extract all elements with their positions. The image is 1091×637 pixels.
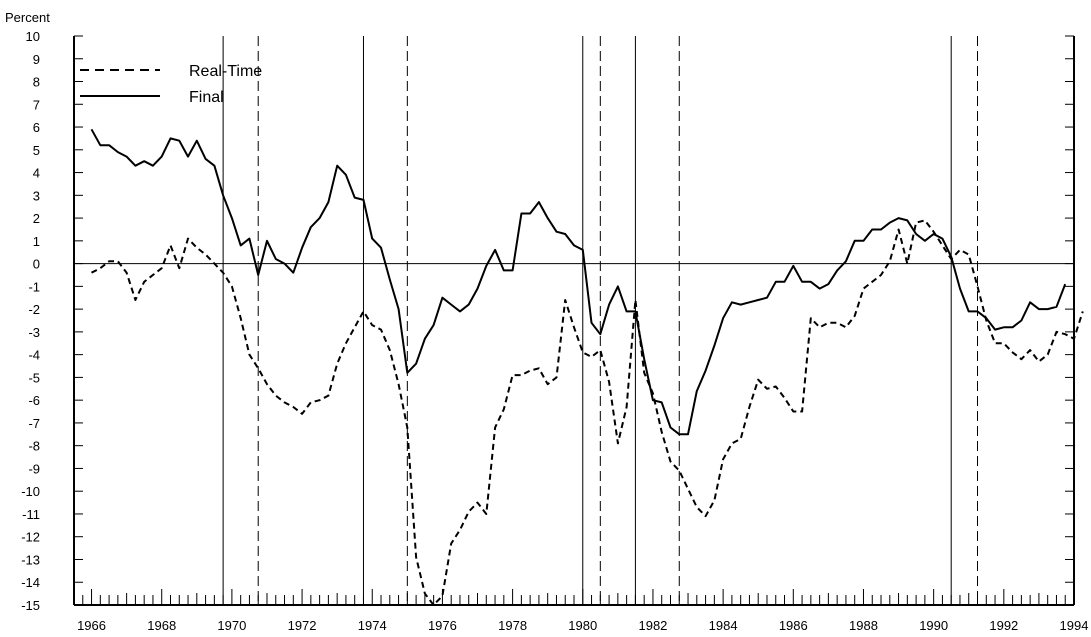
y-tick-label: -2: [28, 302, 40, 317]
x-tick-label: 1976: [428, 618, 457, 633]
x-tick-label: 1966: [77, 618, 106, 633]
x-tick-label: 1972: [288, 618, 317, 633]
x-tick-label: 1978: [498, 618, 527, 633]
y-tick-label: 6: [33, 120, 40, 135]
y-tick-label: 0: [33, 257, 40, 272]
y-tick-label: 2: [33, 211, 40, 226]
x-tick-label: 1982: [638, 618, 667, 633]
y-tick-label: -10: [21, 484, 40, 499]
y-tick-label: 9: [33, 52, 40, 67]
y-tick-label: 3: [33, 188, 40, 203]
y-tick-label: -15: [21, 598, 40, 613]
y-tick-label: 8: [33, 75, 40, 90]
series-line-real-time: [91, 219, 1084, 606]
y-axis-label: Percent: [5, 10, 50, 25]
y-tick-label: -8: [28, 439, 40, 454]
x-tick-label: 1970: [217, 618, 246, 633]
y-tick-label: -12: [21, 530, 40, 545]
x-tick-label: 1968: [147, 618, 176, 633]
y-tick-label: -9: [28, 461, 40, 476]
y-tick-label: 4: [33, 166, 40, 181]
y-tick-label: -7: [28, 416, 40, 431]
y-tick-label: -11: [22, 507, 40, 522]
y-tick-label: -3: [28, 325, 40, 340]
x-tick-label: 1988: [849, 618, 878, 633]
y-tick-label: -5: [28, 370, 40, 385]
reference-lines: [74, 36, 1074, 605]
y-tick-label: 10: [26, 29, 40, 44]
x-tick-label: 1990: [919, 618, 948, 633]
axes: 109876543210-1-2-3-4-5-6-7-8-9-10-11-12-…: [21, 29, 1088, 633]
series-line-final: [90, 128, 1067, 436]
legend-label-final: Final: [189, 89, 224, 106]
legend: Real-Time Final: [80, 63, 262, 106]
x-tick-label: 1994: [1060, 618, 1089, 633]
x-tick-label: 1986: [779, 618, 808, 633]
y-tick-label: -4: [28, 348, 40, 363]
x-tick-label: 1980: [568, 618, 597, 633]
y-tick-label: -6: [28, 393, 40, 408]
y-tick-label: 7: [33, 97, 40, 112]
series-layer: [90, 128, 1084, 606]
x-tick-label: 1974: [358, 618, 387, 633]
y-tick-label: 5: [33, 143, 40, 158]
x-tick-label: 1984: [709, 618, 738, 633]
y-tick-label: -1: [28, 279, 40, 294]
y-tick-label: -14: [21, 575, 40, 590]
legend-label-real-time: Real-Time: [189, 63, 262, 80]
x-tick-label: 1992: [989, 618, 1018, 633]
y-tick-label: 1: [33, 234, 40, 249]
y-tick-label: -13: [21, 552, 40, 567]
